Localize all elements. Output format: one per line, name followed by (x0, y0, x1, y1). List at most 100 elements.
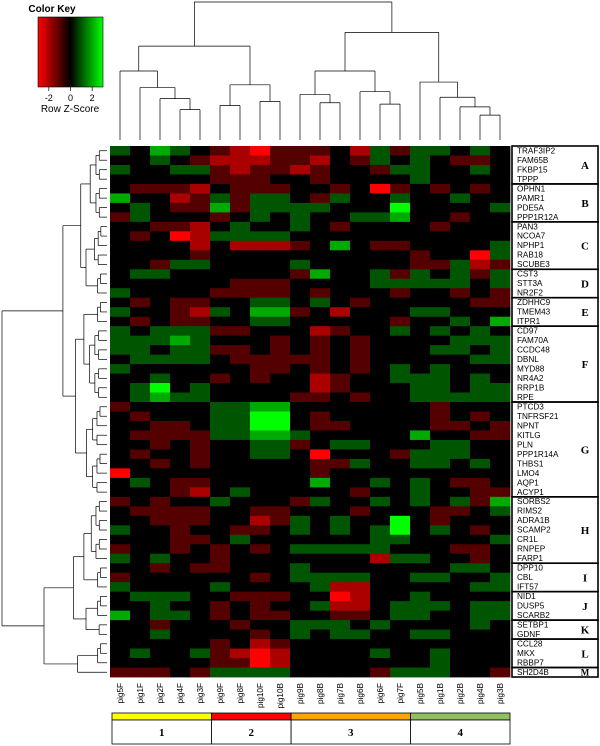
heatmap-cell (410, 449, 431, 460)
heatmap-cell (490, 202, 511, 213)
heatmap-cell (130, 297, 151, 308)
heatmap-cell (190, 354, 211, 365)
heatmap-cell (390, 430, 411, 441)
heatmap-cell (370, 658, 391, 668)
heatmap-cell (230, 231, 251, 242)
heatmap-cell (190, 278, 211, 289)
heatmap-cell (130, 487, 151, 498)
heatmap-cell (110, 544, 131, 555)
heatmap-cell (210, 307, 231, 318)
heatmap-cell (190, 326, 211, 337)
heatmap-cell (290, 534, 311, 545)
heatmap-cell (170, 563, 191, 574)
heatmap-cell (150, 259, 171, 270)
heatmap-cell (410, 639, 431, 649)
heatmap-cell (410, 458, 431, 469)
heatmap-cell (110, 383, 131, 393)
heatmap-cell (350, 288, 371, 299)
column-label: pig1B (436, 682, 445, 703)
heatmap-cell (290, 553, 311, 564)
heatmap-cell (330, 221, 351, 232)
heatmap-cell (430, 231, 451, 242)
heatmap-cell (190, 155, 211, 166)
row-label: NID1 (517, 592, 536, 601)
heatmap-cell (210, 402, 231, 412)
heatmap-cell (110, 639, 131, 649)
heatmap-cell (210, 582, 231, 593)
column-group-color (111, 712, 212, 721)
heatmap-cell (410, 629, 431, 640)
row-label: RIMS2 (517, 507, 542, 516)
heatmap-cell (270, 326, 291, 337)
heatmap-cell (470, 345, 491, 356)
heatmap-cell (450, 658, 471, 668)
heatmap-cell (230, 591, 251, 602)
heatmap-cell (210, 487, 231, 498)
heatmap-cell (350, 240, 371, 251)
heatmap-cell (150, 231, 171, 242)
heatmap-cell (310, 601, 331, 612)
heatmap-cell (390, 307, 411, 318)
heatmap-cell (130, 553, 151, 564)
heatmap-cell (470, 544, 491, 555)
color-key-tick-label: 2 (90, 93, 95, 103)
heatmap-cell (490, 155, 511, 166)
heatmap-cell (170, 155, 191, 166)
heatmap-cell (150, 288, 171, 299)
column-label: pig3B (496, 682, 505, 703)
heatmap-cell (250, 411, 271, 422)
heatmap-cell (390, 610, 411, 621)
heatmap-cell (190, 534, 211, 545)
heatmap-cell (270, 411, 291, 422)
heatmap-cell (310, 193, 331, 204)
heatmap-cell (270, 392, 291, 403)
heatmap-cell (150, 240, 171, 251)
heatmap-cell (210, 458, 231, 469)
heatmap-cell (130, 354, 151, 365)
heatmap-cell (190, 250, 211, 261)
heatmap-cell (330, 610, 351, 621)
heatmap-cell (410, 364, 431, 374)
column-group-label: 1 (159, 727, 165, 739)
heatmap-cell (250, 146, 271, 156)
heatmap-cell (450, 667, 471, 678)
heatmap-cell (250, 667, 271, 678)
heatmap-cell (110, 667, 131, 678)
heatmap-cell (310, 345, 331, 356)
heatmap-cell (350, 648, 371, 659)
heatmap-cell (170, 146, 191, 156)
heatmap-cell (130, 316, 151, 327)
heatmap-cell (250, 193, 271, 204)
row-label: IFT57 (517, 583, 539, 592)
heatmap-cell (430, 221, 451, 232)
heatmap-cell (430, 629, 451, 640)
heatmap-cell (250, 449, 271, 460)
heatmap-cell (310, 534, 331, 545)
heatmap-cell (130, 288, 151, 299)
heatmap-cell (470, 468, 491, 479)
heatmap-cell (290, 411, 311, 422)
heatmap-cell (330, 544, 351, 555)
column-label: pig5B (416, 682, 425, 703)
heatmap-cell (450, 164, 471, 175)
heatmap-cell (370, 364, 391, 374)
row-group-label: F (582, 359, 589, 371)
heatmap-cell (410, 373, 431, 384)
heatmap-cell (390, 411, 411, 422)
heatmap-cell (450, 601, 471, 612)
heatmap-cell (230, 269, 251, 280)
heatmap-cell (190, 629, 211, 640)
heatmap-cell (490, 477, 511, 488)
heatmap-cell (350, 146, 371, 156)
heatmap-cell (350, 582, 371, 593)
heatmap-cell (290, 250, 311, 261)
heatmap-cell (430, 326, 451, 337)
row-label: ITPR1 (517, 317, 541, 326)
heatmap-cell (390, 439, 411, 450)
heatmap-cell (290, 316, 311, 327)
heatmap-cell (390, 193, 411, 204)
heatmap-cell (170, 250, 191, 261)
column-label: pig6B (356, 682, 365, 703)
color-key-tick-label: -2 (45, 93, 53, 103)
heatmap-cell (470, 231, 491, 242)
